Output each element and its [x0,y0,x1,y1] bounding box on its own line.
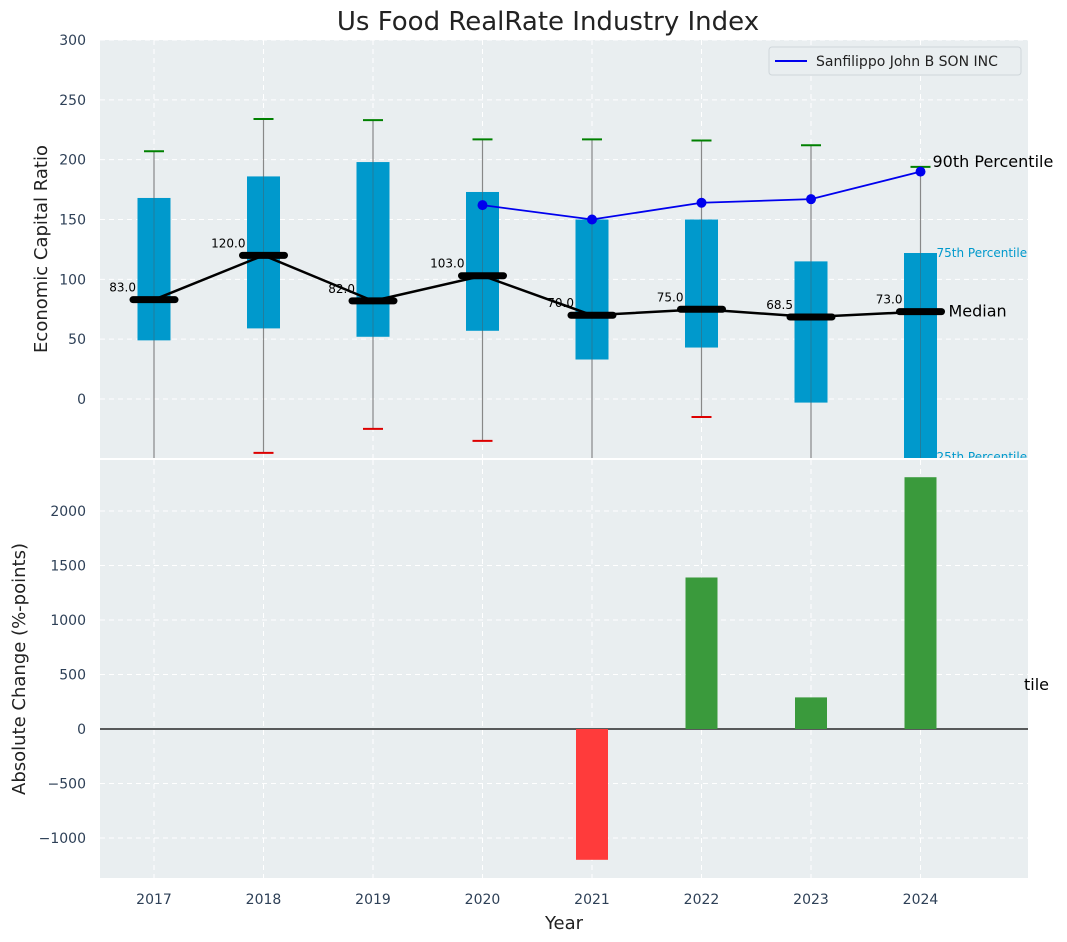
bottom-plot-background [100,460,1028,878]
top-y-axis-label: Economic Capital Ratio [31,145,52,353]
company-point [806,194,816,205]
company-point [915,166,926,177]
x-axis-label: Year [544,913,584,934]
x-tick-label: 2024 [903,892,939,908]
median-value-label: 103.0 [430,257,464,271]
bottom-y-tick-label: −500 [48,777,86,793]
median-annotation: Median [949,302,1007,321]
bottom-y-tick-label: 500 [59,668,86,684]
p75-annotation: 75th Percentile [937,246,1028,260]
median-value-label: 73.0 [876,293,903,307]
bottom-y-tick-label: 2000 [50,504,86,520]
median-value-label: 70.0 [547,296,574,310]
change-bar [904,477,937,729]
bottom-y-axis-label: Absolute Change (%-points) [9,543,30,795]
top-y-tick-label: 200 [59,153,86,169]
bottom-y-tick-label: 1000 [50,613,86,629]
x-tick-label: 2020 [465,892,501,908]
change-bar [685,577,718,729]
top-y-tick-label: 100 [59,272,86,288]
x-ticks: 2017 2018 2019 2020 2021 2022 2023 2024 [136,892,938,908]
legend: Sanfilippo John B SON INC [768,46,1022,76]
median-value-label: 82.0 [328,282,355,296]
x-tick-label: 2019 [355,892,391,908]
top-y-tick-label: 0 [77,392,86,408]
bottom-y-ticks: −1000 −500 0 500 1000 1500 2000 [39,504,86,847]
company-point [477,200,488,211]
bottom-y-tick-label: −1000 [39,831,86,847]
median-value-label: 83.0 [109,281,136,295]
box-plot-group [137,117,937,458]
top-y-ticks: 0 50 100 150 200 250 300 [59,33,86,408]
change-bar [576,729,608,860]
chart-title: Us Food RealRate Industry Index [337,7,759,37]
company-point [587,214,597,225]
x-tick-label: 2021 [574,892,610,908]
median-series: 83.0 120.0 82.0 103.0 70.0 75.0 68.5 73.0 [109,236,945,321]
company-series [477,166,926,225]
x-tick-label: 2022 [684,892,720,908]
top-y-tick-label: 300 [59,33,86,49]
x-tick-label: 2018 [246,892,282,908]
change-bar [795,697,827,729]
x-tick-label: 2023 [793,892,829,908]
p90-annotation: 90th Percentile [933,152,1054,171]
median-value-label: 75.0 [657,290,684,304]
company-point [696,197,707,208]
median-value-label: 68.5 [766,298,793,312]
top-y-tick-label: 250 [59,93,86,109]
change-bars [576,477,937,860]
top-y-tick-label: 150 [59,213,86,229]
legend-box [768,46,1022,76]
clipped-annotation: tile [1024,675,1049,694]
bottom-y-tick-label: 1500 [50,559,86,575]
bottom-y-tick-label: 0 [77,722,86,738]
legend-label: Sanfilippo John B SON INC [816,54,998,70]
x-tick-label: 2017 [136,892,172,908]
median-value-label: 120.0 [211,236,245,250]
top-y-tick-label: 50 [68,332,86,348]
